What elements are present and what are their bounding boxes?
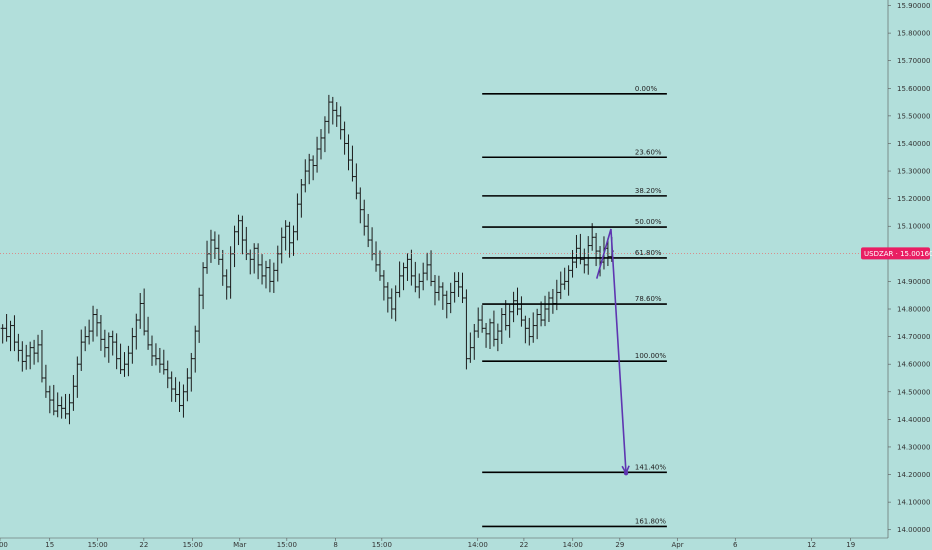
time-axis-label: 15 bbox=[45, 541, 54, 549]
price-axis-label: 15.50000 bbox=[897, 112, 930, 120]
time-axis-label: 22 bbox=[519, 541, 528, 549]
projection-target-point bbox=[623, 470, 629, 476]
time-axis-label: 8 bbox=[333, 541, 337, 549]
time-axis-label: 12 bbox=[807, 541, 816, 549]
price-axis-label: 14.40000 bbox=[897, 416, 930, 424]
price-axis-label: 14.00000 bbox=[897, 526, 930, 534]
price-axis-label: 14.50000 bbox=[897, 388, 930, 396]
fib-level-label: 161.80% bbox=[635, 517, 666, 525]
symbol-price-tag-label: USDZAR · 15.00160 bbox=[864, 250, 932, 258]
price-axis-label: 14.90000 bbox=[897, 278, 930, 286]
price-axis-label: 15.80000 bbox=[897, 30, 930, 38]
fib-level-label: 50.00% bbox=[635, 218, 662, 226]
price-axis-label: 14.10000 bbox=[897, 499, 930, 507]
ohlc-bars bbox=[0, 94, 614, 425]
time-axis-label: 6 bbox=[733, 541, 738, 549]
time-axis-label: 15:00 bbox=[277, 541, 297, 549]
fibonacci-levels[interactable]: 0.00% 23.60% 38.20% 50.00% 61.80% 78.60% 100.0… bbox=[482, 85, 667, 528]
fib-level-label: 0.00% bbox=[635, 85, 658, 93]
time-axis-label: 29 bbox=[615, 541, 624, 549]
time-axis-label: 15:00 bbox=[183, 541, 203, 549]
symbol-price-tag: USDZAR · 15.00160 bbox=[861, 247, 932, 260]
time-axis-label: Mar bbox=[233, 541, 246, 549]
price-axis-label: 14.30000 bbox=[897, 443, 930, 451]
price-axis-label: 14.60000 bbox=[897, 361, 930, 369]
projection-path[interactable] bbox=[595, 228, 630, 476]
fib-level-label: 78.60% bbox=[635, 295, 662, 303]
price-axis-label: 15.20000 bbox=[897, 195, 930, 203]
time-axis-label: 22 bbox=[139, 541, 148, 549]
price-axis-label: 15.90000 bbox=[897, 2, 930, 10]
time-axis-label: 19 bbox=[846, 541, 855, 549]
time-axis-label: 14:00 bbox=[468, 541, 488, 549]
fib-level-label: 23.60% bbox=[635, 148, 662, 156]
price-axis-label: 15.10000 bbox=[897, 223, 930, 231]
time-axis-label: 14:00 bbox=[563, 541, 583, 549]
time-axis-label: Apr bbox=[671, 541, 683, 549]
price-axis-label: 14.20000 bbox=[897, 471, 930, 479]
price-axis[interactable]: 15.90000 15.80000 15.70000 15.60000 15.50000… bbox=[887, 0, 930, 538]
projection-line[interactable] bbox=[595, 228, 627, 474]
time-axis-label: 4:00 bbox=[0, 541, 8, 549]
price-axis-label: 15.40000 bbox=[897, 140, 930, 148]
symbol-price-tag-background bbox=[861, 247, 930, 260]
fib-level-label: 61.80% bbox=[635, 249, 662, 257]
fib-level-label: 141.40% bbox=[635, 463, 666, 471]
price-axis-label: 15.70000 bbox=[897, 57, 930, 65]
time-axis-label: 15:00 bbox=[88, 541, 108, 549]
price-axis-label: 14.70000 bbox=[897, 333, 930, 341]
price-axis-label: 15.60000 bbox=[897, 85, 930, 93]
time-axis-label: 15:00 bbox=[372, 541, 392, 549]
fib-level-label: 100.00% bbox=[635, 352, 666, 360]
fib-level-label: 38.20% bbox=[635, 187, 662, 195]
time-axis[interactable]: 4:00 15 15:00 22 15:00 Mar 15:00 8 15:00 14:00 22 1… bbox=[0, 537, 888, 549]
price-axis-label: 15.30000 bbox=[897, 168, 930, 176]
price-axis-label: 14.80000 bbox=[897, 306, 930, 314]
